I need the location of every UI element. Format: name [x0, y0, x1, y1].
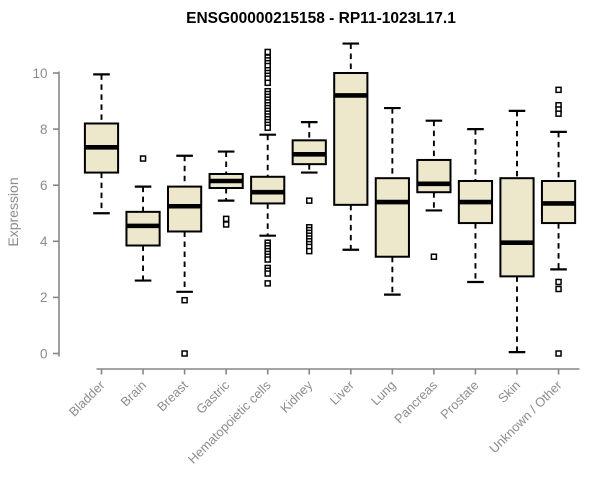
box-breast	[167, 185, 203, 233]
x-tick-label: Prostate	[437, 378, 481, 422]
outlier-hematopoietic-cells	[264, 124, 271, 131]
box-lung	[374, 177, 410, 258]
chart-title: ENSG00000215158 - RP11-1023L17.1	[186, 10, 456, 27]
outlier-hematopoietic-cells	[264, 256, 271, 263]
outlier-unknown-other	[555, 285, 562, 293]
x-tick-label: Lung	[368, 378, 399, 409]
outlier-gastric	[222, 215, 230, 223]
outlier-hematopoietic-cells	[264, 79, 271, 87]
box-liver	[333, 72, 369, 206]
y-tick-label: 2	[40, 290, 48, 305]
outlier-pancreas	[430, 253, 438, 260]
x-tick-label: Skin	[495, 378, 523, 406]
box-brain	[125, 210, 161, 247]
x-tick-label: Kidney	[277, 377, 316, 416]
outlier-kidney	[306, 197, 313, 204]
outlier-unknown-other	[555, 86, 562, 94]
x-tick-label: Breast	[154, 377, 191, 414]
outlier-hematopoietic-cells	[264, 280, 271, 287]
box-skin	[499, 177, 535, 278]
outlier-hematopoietic-cells	[264, 48, 271, 56]
x-tick-label: Liver	[327, 377, 358, 408]
y-tick-label: 4	[40, 234, 48, 249]
x-tick-label: Pancreas	[391, 378, 440, 427]
y-tick-label: 8	[40, 122, 48, 137]
outlier-gastric	[222, 221, 230, 228]
x-tick-label: Unknown / Other	[486, 377, 565, 456]
y-tick-label: 6	[40, 178, 48, 193]
outlier-breast	[181, 350, 188, 357]
y-tick-label: 10	[32, 66, 47, 81]
x-tick-label: Gastric	[193, 377, 233, 417]
outlier-brain	[139, 155, 147, 162]
outlier-hematopoietic-cells	[264, 270, 271, 277]
x-tick-label: Brain	[117, 378, 149, 410]
outlier-unknown-other	[555, 350, 562, 357]
y-tick-label: 0	[40, 346, 48, 361]
outlier-breast	[181, 296, 188, 304]
box-pancreas	[416, 158, 452, 194]
outlier-unknown-other	[555, 278, 562, 286]
x-tick-label: Bladder	[66, 377, 108, 419]
outlier-kidney	[306, 247, 313, 255]
outlier-unknown-other	[555, 110, 562, 117]
